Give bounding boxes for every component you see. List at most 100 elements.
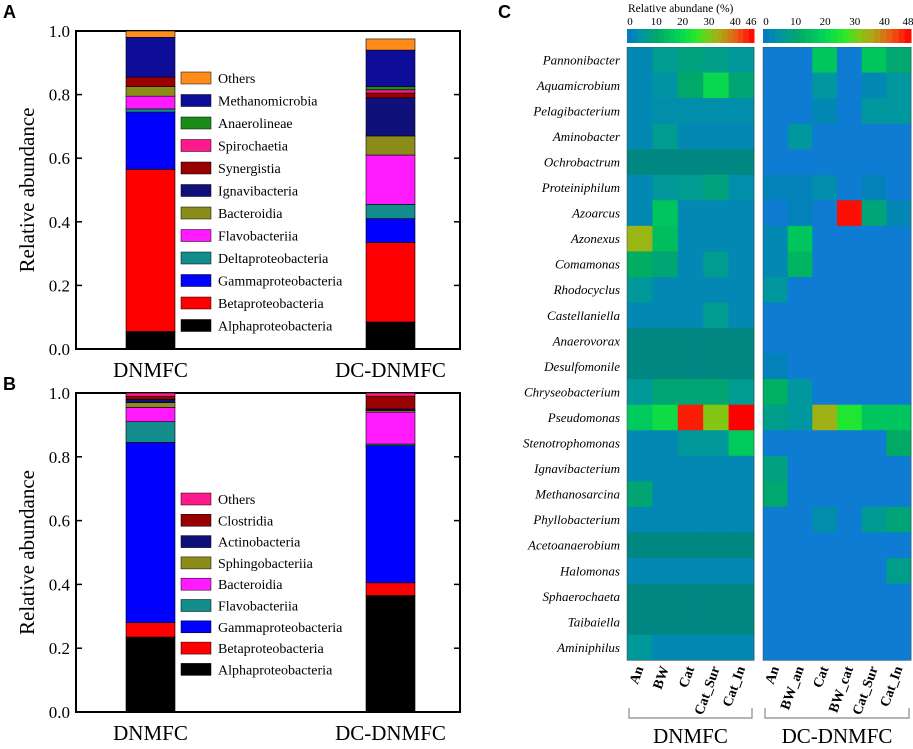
heatmap-cell-dnmfc-pseudomonas-cat-sur: [703, 404, 729, 431]
heatmap-cell-dc-dnmfc-desulfomonile-bw-an: [787, 353, 813, 380]
panel-a-bar-dc-dnmfc-ignavibacteria: [365, 97, 416, 137]
heatmap-cell-dnmfc-comamonas-an: [627, 251, 653, 278]
panel-a-legend-swatch-gammaproteobacteria: [180, 274, 212, 287]
heatmap-cell-dc-dnmfc-ochrobactrum-bw-cat: [837, 149, 863, 176]
heatmap-cell-dc-dnmfc-rhodocyclus-cat: [812, 276, 838, 303]
heatmap-cell-dc-dnmfc-chryseobacterium-bw-cat: [837, 379, 863, 406]
heatmap-sample-label: BW: [651, 664, 673, 691]
panel-a-ytick-label: 1.0: [49, 22, 70, 41]
panel-a-bar-dc-dnmfc-methanomicrobia: [365, 49, 416, 87]
heatmap-cell-dnmfc-taibaiella-cat: [677, 609, 704, 636]
heatmap-cell-dnmfc-chryseobacterium-cat-in: [728, 379, 755, 406]
heatmap-cell-dc-dnmfc-pannonibacter-bw-an: [787, 47, 813, 73]
heatmap-cell-dc-dnmfc-taibaiella-cat-sur: [861, 609, 887, 636]
heatmap-cell-dc-dnmfc-methanosarcina-cat-sur: [861, 481, 887, 508]
heatmap-genus-label-acetoanaerobium: Acetoanaerobium: [527, 538, 620, 553]
heatmap-cell-dnmfc-azoarcus-an: [627, 200, 653, 227]
heatmap-cell-dc-dnmfc-castellaniella-bw-an: [787, 302, 813, 329]
heatmap-cell-dnmfc-pelagibacterium-cat: [677, 98, 704, 125]
panel-letter-b: B: [3, 374, 16, 394]
panel-a-legend-swatch-methanomicrobia: [180, 94, 212, 107]
panel-a-bar-dnmfc-bacteroidia: [125, 86, 176, 97]
panel-b-ytick-label: 0.4: [49, 575, 71, 594]
heatmap-cell-dnmfc-pseudomonas-bw: [652, 404, 679, 431]
heatmap-colorbar-segment: [775, 29, 782, 43]
heatmap-cell-dc-dnmfc-anaerovorax-cat: [812, 328, 838, 354]
heatmap-cell-dnmfc-proteiniphilum-an: [627, 174, 653, 201]
heatmap-genus-label-aminobacter: Aminobacter: [552, 129, 621, 144]
panel-b-bar-dc-dnmfc-bacteroidia: [365, 411, 416, 445]
heatmap-genus-label-sphaerochaeta: Sphaerochaeta: [543, 589, 621, 604]
panel-a-ytick-label: 0.0: [49, 340, 70, 359]
panel-a-ytick-label: 0.8: [49, 86, 70, 105]
heatmap-cell-dc-dnmfc-aminiphilus-bw-cat: [837, 634, 863, 661]
panel-b-category-label: DC-DNMFC: [335, 721, 446, 745]
heatmap-cell-dnmfc-comamonas-bw: [652, 251, 679, 278]
heatmap-cell-dc-dnmfc-chryseobacterium-cat-in: [886, 379, 912, 406]
heatmap-cell-dnmfc-ochrobactrum-bw: [652, 149, 679, 176]
heatmap-cell-dc-dnmfc-comamonas-cat: [812, 251, 838, 278]
heatmap-cell-dc-dnmfc-stenotrophomonas-cat-sur: [861, 430, 887, 457]
heatmap-cell-dnmfc-acetoanaerobium-cat: [677, 532, 704, 559]
heatmap-cell-dc-dnmfc-pelagibacterium-bw-an: [787, 98, 813, 125]
heatmap-genus-label-azoarcus: Azoarcus: [571, 206, 620, 221]
heatmap-cell-dnmfc-acetoanaerobium-cat-sur: [703, 532, 729, 559]
heatmap-cell-dnmfc-stenotrophomonas-cat-sur: [703, 430, 729, 457]
heatmap-colorbar-segment: [843, 29, 850, 43]
heatmap-cell-dc-dnmfc-rhodocyclus-cat-sur: [861, 276, 887, 303]
panel-b-legend-label-alphaproteobacteria: Alphaproteobacteria: [218, 663, 333, 678]
heatmap-cell-dnmfc-azonexus-cat: [677, 225, 704, 252]
panel-a-bar-dnmfc-methanomicrobia: [125, 37, 176, 78]
heatmap-cell-dc-dnmfc-acetoanaerobium-cat: [812, 532, 838, 559]
heatmap-colorbar-segment: [880, 29, 887, 43]
panel-a-bar-dnmfc-others: [125, 30, 176, 38]
heatmap-cell-dnmfc-azonexus-cat-sur: [703, 225, 729, 252]
heatmap-colorbar-segment: [867, 29, 875, 43]
heatmap-cell-dnmfc-azoarcus-cat: [677, 200, 704, 227]
heatmap-cell-dnmfc-phyllobacterium-cat-in: [728, 506, 755, 533]
heatmap-cell-dnmfc-azoarcus-bw: [652, 200, 679, 227]
heatmap-cell-dc-dnmfc-comamonas-cat-in: [886, 251, 912, 278]
heatmap-cell-dc-dnmfc-proteiniphilum-bw-cat: [837, 174, 863, 201]
panel-b-bar-dnmfc-betaproteobacteria: [125, 622, 176, 638]
heatmap-cell-dnmfc-comamonas-cat-sur: [703, 251, 729, 278]
panel-a-legend-swatch-ignavibacteria: [180, 184, 212, 197]
panel-a-bar-dc-dnmfc-others: [365, 38, 416, 51]
heatmap-cell-dc-dnmfc-stenotrophomonas-an: [763, 430, 789, 457]
panel-a-legend-label-alphaproteobacteria: Alphaproteobacteria: [218, 320, 333, 335]
panel-b-legend-label-betaproteobacteria: Betaproteobacteria: [218, 642, 325, 657]
panel-b-frame: [75, 392, 461, 713]
heatmap-cell-dnmfc-anaerovorax-an: [627, 328, 653, 354]
panel-a-category-label: DNMFC: [113, 358, 188, 382]
panel-b-ytick-label: 1.0: [49, 384, 70, 403]
heatmap-cell-dc-dnmfc-phyllobacterium-cat: [812, 506, 838, 533]
panel-b-bar-dc-dnmfc-betaproteobacteria: [365, 582, 416, 596]
heatmap-colorbar-tick: 0: [627, 16, 633, 28]
heatmap-cell-dc-dnmfc-taibaiella-cat: [812, 609, 838, 636]
heatmap-cell-dnmfc-acetoanaerobium-cat-in: [728, 532, 755, 559]
panel-a-bar-dc-dnmfc-bacteroidia: [365, 135, 416, 156]
heatmap-cell-dnmfc-methanosarcina-cat-in: [728, 481, 755, 508]
panel-b-legend-swatch-bacteroidia: [180, 577, 212, 591]
heatmap-genus-label-azonexus: Azonexus: [570, 231, 620, 246]
heatmap-cell-dc-dnmfc-pannonibacter-cat-in: [886, 47, 912, 73]
heatmap-cell-dnmfc-proteiniphilum-cat: [677, 174, 704, 201]
heatmap-sample-label: Cat: [677, 664, 699, 690]
heatmap-colorbar-tick: 10: [790, 16, 802, 28]
heatmap-cell-dc-dnmfc-ignavibacterium-cat-in: [886, 455, 912, 482]
heatmap-cell-dc-dnmfc-pelagibacterium-cat: [812, 98, 838, 125]
heatmap-cell-dc-dnmfc-stenotrophomonas-cat: [812, 430, 838, 457]
heatmap-colorbar-segment: [690, 29, 697, 43]
heatmap-cell-dnmfc-stenotrophomonas-bw: [652, 430, 679, 457]
heatmap-genus-label-pseudomonas: Pseudomonas: [547, 410, 620, 425]
heatmap-group-bracket: [764, 708, 910, 719]
heatmap-cell-dnmfc-pannonibacter-cat-in: [728, 47, 755, 73]
heatmap-cell-dc-dnmfc-aminobacter-cat-sur: [861, 123, 887, 150]
panel-a-legend-swatch-spirochaetia: [180, 139, 212, 152]
panel-a-legend-swatch-betaproteobacteria: [180, 296, 212, 310]
panel-a-legend-label-others: Others: [218, 72, 255, 87]
panel-a-legend-label-methanomicrobia: Methanomicrobia: [218, 95, 318, 110]
heatmap-cell-dc-dnmfc-proteiniphilum-cat-in: [886, 174, 912, 201]
heatmap-genus-label-pelagibacterium: Pelagibacterium: [532, 103, 620, 118]
